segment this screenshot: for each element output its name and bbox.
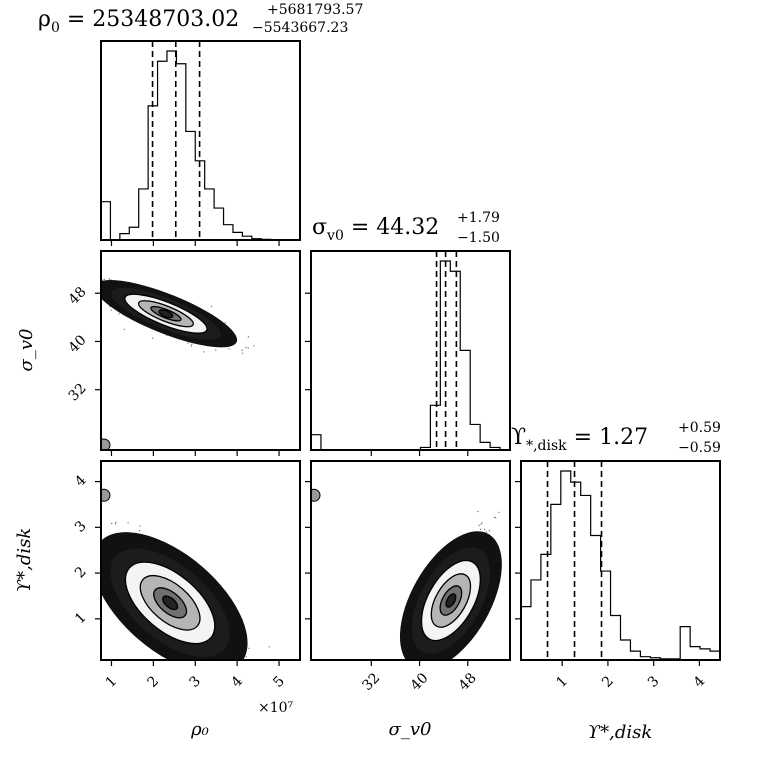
xlabel-rho0: ρ₀ [190, 719, 209, 740]
xtick-label-upsilon_disk-2: 3 [645, 673, 663, 691]
ytick-label-upsilon_disk-2: 3 [72, 518, 90, 536]
xtick-label-rho0-3: 4 [228, 673, 246, 691]
hist-upsilon_disk [520, 470, 721, 660]
frame-1-1 [310, 250, 511, 451]
xtick-label-upsilon_disk-1: 2 [599, 673, 617, 691]
xtick-label-rho0-1: 2 [145, 673, 163, 691]
chart-marks: 32 40 48 1 2 3 4 5 1 2 3 4 32 40 48 1 2 3 4 [66, 40, 721, 694]
frame-2-0 [100, 460, 301, 661]
title-rho0-plus: +5681793.57 [267, 2, 363, 18]
title-upsilon-plus: +0.59 [678, 420, 721, 436]
frame-2-1 [310, 460, 511, 661]
title-rho0: ρ0 = 25348703.02 [38, 7, 239, 36]
ylabel-sigma: σ_v0 [16, 329, 37, 372]
hist-rho0 [100, 50, 300, 241]
xtick-label-upsilon_disk-3: 4 [691, 673, 709, 691]
xtick-label-rho0-4: 5 [270, 673, 288, 691]
title-upsilon: ϒ*,disk = 1.27 [511, 425, 648, 454]
xoffset-rho0: ×10⁷ [258, 700, 294, 716]
ytick-label-upsilon_disk-1: 2 [72, 564, 90, 582]
xtick-label-sigma_v0-2: 48 [456, 670, 480, 694]
mode-blob-rho0-upsilon [101, 488, 111, 502]
frame-0-0 [100, 40, 301, 241]
ytick-label-sigma_v0-0: 32 [66, 381, 90, 405]
ytick-label-sigma_v0-1: 40 [66, 332, 90, 356]
xtick-label-rho0-2: 3 [186, 673, 204, 691]
contour-rho0-upsilon-5 [162, 595, 179, 611]
hist-sigma_v0 [310, 260, 510, 451]
ylabel-upsilon: ϒ*,disk [14, 528, 35, 593]
panel-sigma-upsilon [311, 488, 502, 660]
title-sigma-plus: +1.79 [457, 210, 500, 226]
xtick-label-upsilon_disk-0: 1 [553, 673, 571, 691]
xtick-label-sigma_v0-1: 40 [408, 670, 432, 694]
frame-1-0 [100, 250, 301, 451]
panel-rho0-upsilon [101, 488, 270, 660]
xtick-label-sigma_v0-0: 32 [359, 670, 383, 694]
mode-blob-sigma-upsilon [311, 488, 321, 502]
contour-rho0-sigma-5 [158, 309, 174, 319]
title-sigma-minus: −1.50 [457, 230, 500, 246]
title-rho0-minus: −5543667.23 [252, 20, 348, 36]
mode-blob-rho0-sigma [101, 438, 111, 450]
xlabel-upsilon: ϒ*,disk [588, 722, 653, 743]
frame-2-2 [520, 460, 721, 661]
ytick-label-upsilon_disk-3: 4 [72, 472, 90, 490]
panel-rho0-sigma [101, 278, 255, 450]
xlabel-sigma: σ_v0 [389, 719, 432, 740]
ytick-label-sigma_v0-2: 48 [66, 284, 90, 308]
title-sigma: σv0 = 44.32 [312, 215, 439, 244]
ytick-label-upsilon_disk-0: 1 [72, 610, 90, 628]
contour-sigma-upsilon-5 [445, 593, 457, 608]
title-upsilon-minus: −0.59 [678, 440, 721, 456]
xtick-label-rho0-0: 1 [103, 673, 121, 691]
